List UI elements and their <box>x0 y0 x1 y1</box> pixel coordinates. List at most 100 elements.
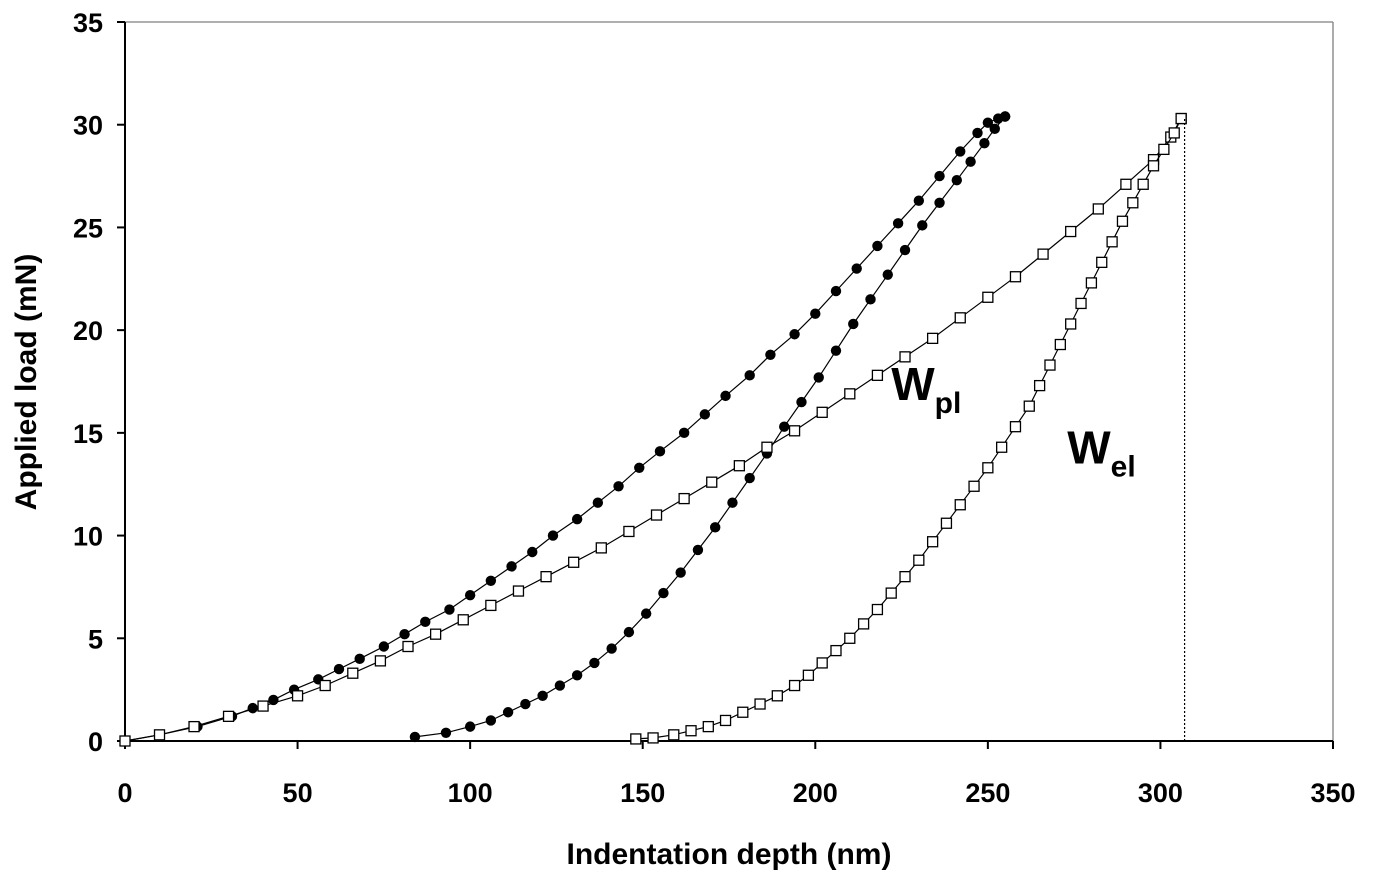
data-point <box>1065 318 1077 330</box>
annotation-W-pl: Wpl <box>891 358 961 420</box>
data-point <box>982 291 994 303</box>
data-point <box>153 729 166 741</box>
data-point <box>640 608 652 619</box>
data-point <box>989 123 1000 135</box>
data-point <box>571 670 583 681</box>
data-point <box>502 707 514 718</box>
data-point <box>951 174 962 186</box>
data-point <box>654 446 666 457</box>
data-point <box>506 561 517 572</box>
data-point <box>222 710 235 722</box>
data-point <box>871 369 884 381</box>
y-tick-label: 25 <box>73 213 103 243</box>
data-point <box>1037 248 1049 260</box>
data-point <box>871 603 884 616</box>
data-point <box>771 690 783 702</box>
x-tick-label: 300 <box>1138 778 1183 808</box>
data-point <box>965 156 976 167</box>
data-point <box>1054 338 1066 351</box>
x-axis-title: Indentation depth (nm) <box>567 838 892 871</box>
data-point <box>810 308 821 319</box>
data-point <box>440 727 452 738</box>
data-point <box>444 604 455 615</box>
data-point <box>1158 143 1170 156</box>
data-point <box>719 714 732 727</box>
data-point <box>291 690 304 702</box>
data-point <box>789 329 800 340</box>
data-point <box>982 117 994 128</box>
data-point <box>972 127 983 139</box>
data-point <box>899 244 911 256</box>
data-point <box>830 644 842 657</box>
data-point <box>709 522 721 533</box>
data-point <box>1009 271 1022 283</box>
data-point <box>554 680 566 691</box>
data-point <box>940 517 953 529</box>
data-point <box>926 332 939 345</box>
data-point <box>623 626 635 638</box>
data-point <box>830 345 842 356</box>
data-point <box>692 544 704 556</box>
y-tick-label: 0 <box>88 727 103 757</box>
data-point <box>913 554 925 566</box>
data-point <box>333 663 345 675</box>
annotation-subscript: pl <box>935 387 962 420</box>
x-tick-labels: 0 50 100 150 200 250 300 350 <box>117 778 1355 808</box>
data-point <box>955 146 966 157</box>
data-point <box>844 632 856 644</box>
x-tick-label: 150 <box>620 778 665 808</box>
data-point <box>954 312 966 324</box>
data-point <box>1044 359 1056 371</box>
data-point <box>257 700 269 712</box>
data-point <box>630 733 642 745</box>
data-point <box>527 546 538 558</box>
data-point <box>872 240 883 252</box>
x-tick-label: 200 <box>793 778 838 808</box>
data-point <box>247 702 258 714</box>
data-point <box>1137 178 1149 190</box>
data-point <box>913 195 925 206</box>
y-axis-title: Applied load (mN) <box>10 254 43 511</box>
data-point <box>520 698 531 710</box>
y-tick-label: 35 <box>73 8 103 38</box>
data-point <box>378 641 390 652</box>
series-layer <box>119 111 1187 747</box>
data-point <box>512 585 525 597</box>
data-point <box>727 497 738 508</box>
data-point <box>1147 160 1160 172</box>
data-point <box>1096 256 1108 269</box>
data-point <box>720 390 731 402</box>
data-point <box>568 556 580 568</box>
data-point <box>892 218 904 229</box>
data-point <box>402 640 414 653</box>
data-point <box>647 732 659 744</box>
data-point <box>982 462 994 474</box>
data-point <box>374 655 387 667</box>
series-2-loading-line <box>124 118 1182 742</box>
data-point <box>788 425 801 437</box>
data-point <box>885 587 897 599</box>
data-point <box>917 220 928 231</box>
x-tick-label: 250 <box>965 778 1010 808</box>
data-point <box>464 589 476 601</box>
data-point <box>457 614 469 626</box>
data-point <box>678 427 690 439</box>
data-point <box>429 628 442 640</box>
series-1 <box>119 111 1011 747</box>
y-tick-label: 30 <box>73 111 103 141</box>
data-point <box>996 441 1008 453</box>
data-point <box>650 509 663 521</box>
x-tick-label: 0 <box>117 778 132 808</box>
data-point <box>761 441 773 453</box>
data-point <box>119 735 131 747</box>
data-point <box>1116 215 1129 227</box>
data-point <box>968 480 980 492</box>
data-point <box>589 657 600 669</box>
data-point <box>668 729 680 741</box>
data-point <box>485 575 497 586</box>
data-point <box>1175 112 1187 125</box>
y-tick-label: 20 <box>73 316 103 346</box>
data-point <box>634 462 645 473</box>
data-point <box>744 472 755 484</box>
data-point <box>485 715 497 726</box>
